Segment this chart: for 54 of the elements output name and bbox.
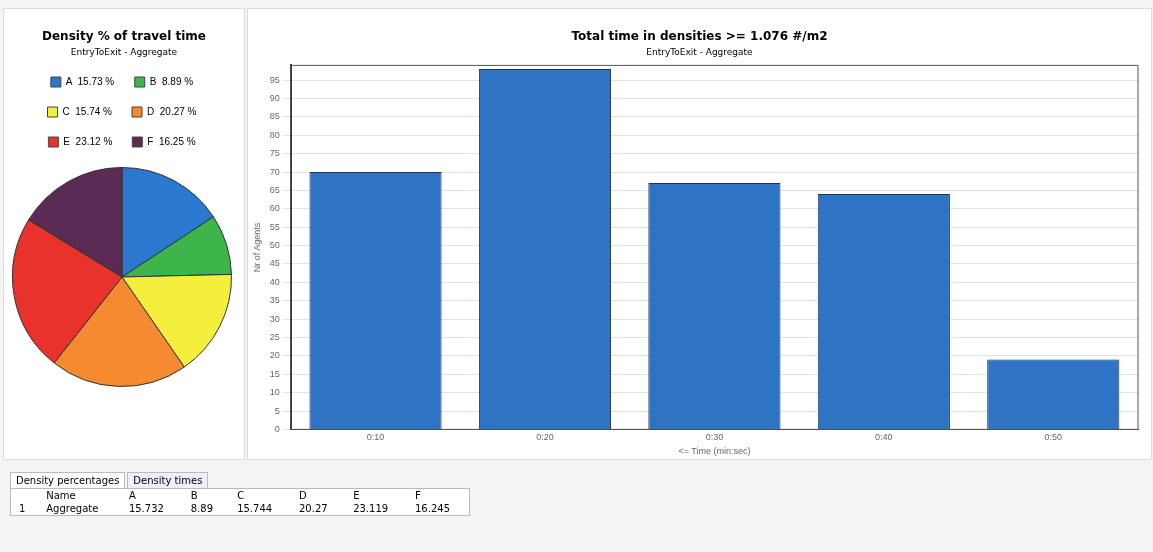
text: Name [45,489,77,502]
chart-subtitle: EntryToExit - Aggregate [645,47,754,57]
y-tick-label: 20 [269,350,280,361]
y-tick-label: 65 [269,184,280,195]
x-tick-label: 0:50 [1044,432,1063,443]
y-tick-label: 25 [269,331,280,342]
y-tick-label: 45 [269,258,280,269]
y-tick-label: 75 [269,148,280,159]
y-tick-label: 50 [269,240,280,251]
y-tick-label: 35 [269,295,280,306]
text: Aggregate [45,502,100,516]
legend-label: B 8.89 % [149,75,194,87]
y-tick-label: 80 [269,129,280,140]
legend-label: A 15.73 % [65,75,115,87]
text: A [127,489,137,502]
y-tick-label: 70 [269,166,280,177]
chart-title: Total time in densities >= 1.076 #/m2 [570,29,829,43]
text: 16.245 [414,502,451,516]
legend-label: C 15.74 % [62,105,113,117]
chart-subtitle: EntryToExit - Aggregate [69,47,179,57]
text: 15.744 [236,502,274,516]
text: F [414,489,422,502]
x-tick-label: 0:10 [366,432,385,443]
y-tick-label: 15 [269,368,280,379]
x-tick-label: 0:40 [875,432,893,443]
text: 8.89 [189,502,214,516]
legend-label: D 20.27 % [147,105,197,117]
y-tick-label: 90 [269,92,280,103]
y-tick-label: 10 [269,387,280,398]
x-axis-title: <= Time (min:sec) [678,446,751,457]
legend-label: E 23.12 % [63,135,113,147]
y-tick-label: 5 [274,405,280,416]
legend-label: F 16.25 % [147,135,196,147]
y-tick-label: 95 [269,74,280,85]
y-tick-label: 0 [274,423,280,434]
text: 15.732 [127,502,165,516]
text: B [189,489,199,502]
text: Density times [127,472,209,488]
text: C [236,489,246,502]
y-tick-label: 30 [269,313,280,324]
text: 20.27 [298,502,329,516]
text: D [298,489,308,502]
text: 1 [18,502,27,516]
chart-title: Density % of travel time [41,29,207,43]
text: 23.119 [352,502,390,516]
y-axis-title: Nr of Agents [251,222,262,273]
y-tick-label: 55 [269,221,280,232]
y-tick-label: 40 [269,276,280,287]
y-tick-label: 85 [269,111,280,122]
text: Density percentages [10,472,126,488]
x-tick-label: 0:30 [705,432,724,443]
y-tick-label: 60 [269,203,280,214]
text: E [352,489,361,502]
x-tick-label: 0:20 [536,432,554,443]
